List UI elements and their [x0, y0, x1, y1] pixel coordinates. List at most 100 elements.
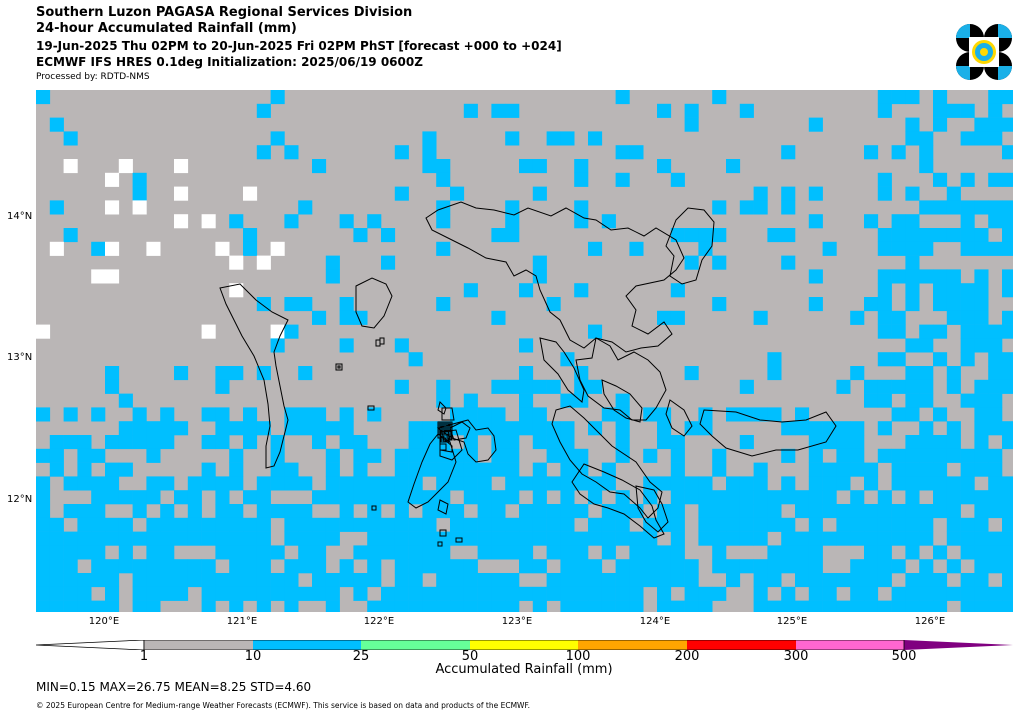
rainfall-cell: [822, 600, 837, 612]
rainfall-cell: [850, 559, 865, 574]
rainfall-cell: [946, 448, 961, 463]
rainfall-cell: [946, 283, 961, 298]
rainfall-cell: [767, 600, 782, 612]
rainfall-cell: [49, 531, 64, 546]
rainfall-cell: [187, 504, 202, 519]
rainfall-cell: [77, 600, 92, 612]
rainfall-cell: [643, 545, 658, 560]
rainfall-cell: [463, 103, 478, 118]
rainfall-cell: [215, 379, 230, 394]
rainfall-cell: [408, 462, 423, 477]
rainfall-cell: [919, 586, 934, 601]
rainfall-cell: [615, 448, 630, 463]
rainfall-cell: [450, 421, 465, 436]
rainfall-cell: [284, 214, 299, 229]
rainfall-cell: [201, 214, 216, 229]
rainfall-cell: [298, 200, 313, 215]
rainfall-cell: [36, 586, 51, 601]
rainfall-cell: [49, 559, 64, 574]
rainfall-cell: [781, 559, 796, 574]
rainfall-cell: [463, 476, 478, 491]
rainfall-cell: [767, 407, 782, 422]
rainfall-cell: [960, 490, 975, 505]
rainfall-cell: [408, 490, 423, 505]
rainfall-cell: [1002, 200, 1013, 215]
rainfall-cell: [808, 517, 823, 532]
rainfall-cell: [519, 366, 534, 381]
lon-label-123e: 123°E: [501, 616, 533, 627]
rainfall-cell: [698, 407, 713, 422]
rainfall-cell: [408, 559, 423, 574]
rainfall-cell: [781, 586, 796, 601]
rainfall-cell: [256, 573, 271, 588]
rainfall-cell: [505, 600, 520, 612]
rainfall-cell: [574, 476, 589, 491]
rainfall-cell: [422, 600, 437, 612]
rainfall-cell: [91, 573, 106, 588]
rainfall-cell: [325, 531, 340, 546]
rainfall-cell: [270, 241, 285, 256]
rainfall-cell: [1002, 283, 1013, 298]
rainfall-cell: [491, 462, 506, 477]
rainfall-cell: [353, 490, 368, 505]
rainfall-cell: [808, 214, 823, 229]
rainfall-cell: [877, 269, 892, 284]
rainfall-cell: [891, 241, 906, 256]
rainfall-cell: [477, 517, 492, 532]
rainfall-cell: [36, 545, 51, 560]
rainfall-cell: [905, 586, 920, 601]
rainfall-cell: [187, 573, 202, 588]
rainfall-cell: [270, 90, 285, 105]
rainfall-cell: [1002, 600, 1013, 612]
rainfall-cell: [836, 573, 851, 588]
rainfall-cell: [712, 448, 727, 463]
rainfall-cell: [284, 586, 299, 601]
rainfall-cell: [822, 504, 837, 519]
rainfall-cell: [988, 393, 1003, 408]
rainfall-cell: [436, 379, 451, 394]
rainfall-cell: [615, 421, 630, 436]
rainfall-cell: [905, 476, 920, 491]
rainfall-cell: [919, 462, 934, 477]
rainfall-cell: [491, 545, 506, 560]
rainfall-cell: [284, 517, 299, 532]
rainfall-cell: [753, 600, 768, 612]
rainfall-cell: [63, 545, 78, 560]
rainfall-cell: [546, 379, 561, 394]
rainfall-cell: [394, 517, 409, 532]
rainfall-cell: [850, 366, 865, 381]
rainfall-cell: [394, 476, 409, 491]
rainfall-cell: [739, 407, 754, 422]
rainfall-cell: [891, 379, 906, 394]
rainfall-cell: [905, 366, 920, 381]
rainfall-cell: [1002, 117, 1013, 132]
rainfall-cell: [974, 393, 989, 408]
rainfall-cell: [229, 504, 244, 519]
rainfall-cell: [808, 476, 823, 491]
rainfall-cell: [298, 366, 313, 381]
rainfall-cell: [891, 269, 906, 284]
rainfall-cell: [753, 462, 768, 477]
rainfall-cell: [795, 490, 810, 505]
rainfall-cell: [891, 517, 906, 532]
rainfall-cell: [532, 490, 547, 505]
chart-title: Southern Luzon PAGASA Regional Services …: [36, 5, 413, 20]
rainfall-cell: [946, 379, 961, 394]
rainfall-cell: [36, 448, 51, 463]
rainfall-cell: [477, 476, 492, 491]
rainfall-cell: [822, 421, 837, 436]
rainfall-cell: [312, 545, 327, 560]
rainfall-cell: [353, 448, 368, 463]
rainfall-cell: [877, 90, 892, 105]
rainfall-cell: [118, 393, 133, 408]
rainfall-cell: [919, 476, 934, 491]
rainfall-cell: [132, 504, 147, 519]
rainfall-cell: [946, 490, 961, 505]
rainfall-cell: [229, 462, 244, 477]
rainfall-cell: [657, 103, 672, 118]
rainfall-cell: [408, 352, 423, 367]
rainfall-cell: [560, 517, 575, 532]
rainfall-cell: [422, 531, 437, 546]
rainfall-cell: [615, 586, 630, 601]
rainfall-cell: [974, 545, 989, 560]
